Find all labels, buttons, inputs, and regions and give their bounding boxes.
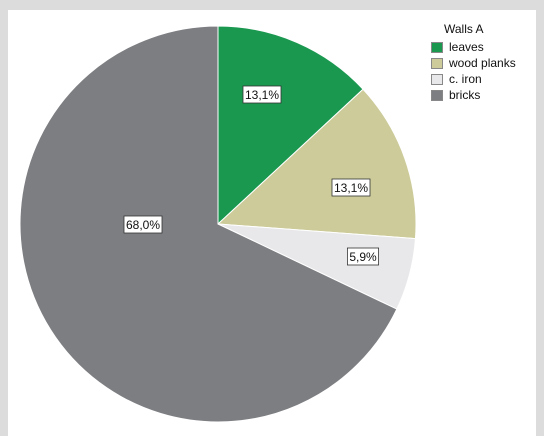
legend-title: Walls A: [444, 22, 484, 36]
pie-slice-leaves: [217, 25, 364, 226]
slice-label-c-iron: 5,9%: [346, 247, 379, 266]
pie-slices: [19, 25, 417, 423]
svg-text:5,9%: 5,9%: [349, 250, 377, 264]
slice-label-leaves: 13,1%: [242, 85, 282, 104]
svg-text:13,1%: 13,1%: [334, 181, 368, 195]
pie-slice-wood-planks: [216, 88, 417, 240]
legend-label: wood planks: [449, 56, 516, 70]
pie-slice-bricks: [19, 25, 398, 423]
slice-label-wood-planks: 13,1%: [331, 178, 371, 197]
legend-swatch: [431, 42, 443, 53]
svg-text:68,0%: 68,0%: [126, 218, 160, 232]
legend-swatch: [431, 58, 443, 69]
legend-swatch: [431, 74, 443, 85]
legend-label: leaves: [449, 40, 484, 54]
pie-labels: 13,1% 13,1% 5,9% 68,0%: [123, 85, 379, 266]
legend-swatch: [431, 90, 443, 101]
slice-label-bricks: 68,0%: [123, 215, 163, 234]
legend-label: c. iron: [449, 72, 482, 86]
svg-text:13,1%: 13,1%: [245, 88, 279, 102]
legend-label: bricks: [449, 88, 481, 102]
